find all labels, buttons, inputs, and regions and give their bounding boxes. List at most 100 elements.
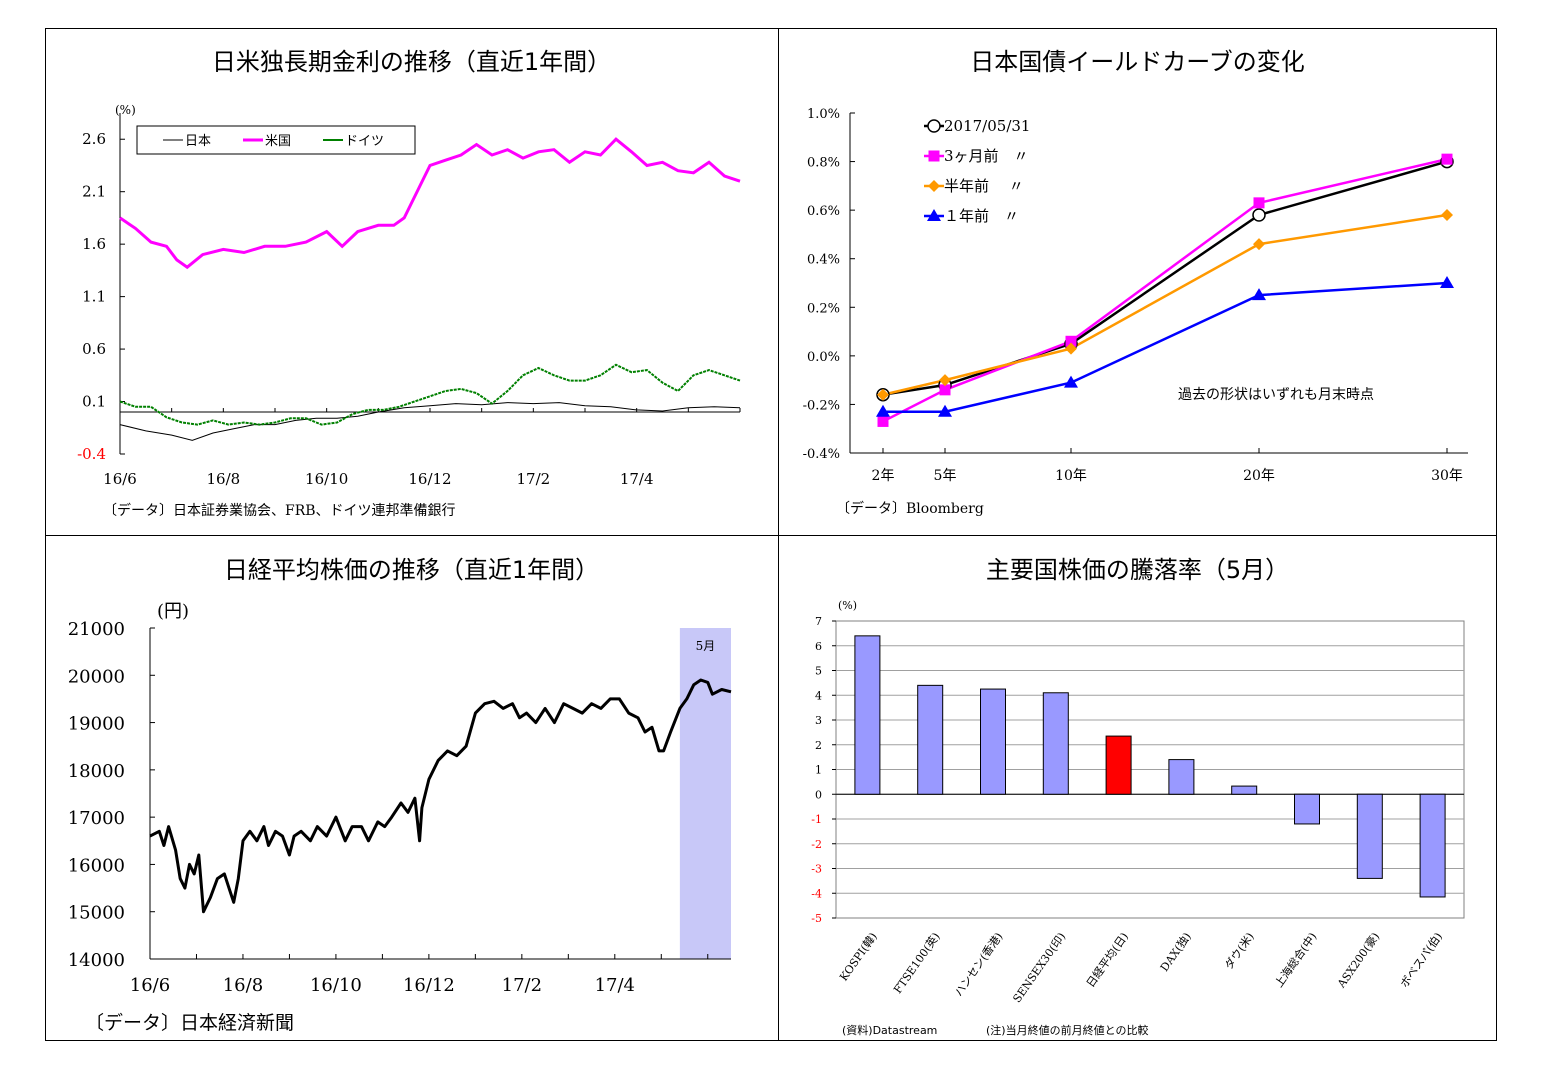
divider-horizontal xyxy=(46,535,1496,536)
rates-y-tick-label: 2.1 xyxy=(82,183,106,201)
rates-y-tick-label: -0.4 xyxy=(77,445,106,463)
rates-x-tick-label: 16/6 xyxy=(103,470,137,488)
yield-y-tick-label: -0.4% xyxy=(803,447,840,462)
nikkei-series-line xyxy=(149,678,732,914)
yield-point xyxy=(939,384,951,396)
rates-title: 日米独長期金利の推移（直近1年間） xyxy=(211,48,612,76)
nikkei-y-tick-label: 15000 xyxy=(68,903,125,924)
rates-y-tick-label: 0.1 xyxy=(82,393,106,411)
yield-series-line xyxy=(882,213,1448,396)
stock-y-tick-label: -5 xyxy=(811,912,822,925)
nikkei-y-tick-label: 14000 xyxy=(68,950,125,971)
rates-legend-box xyxy=(136,125,416,155)
rates-y-tick-label: 0.6 xyxy=(82,340,106,358)
yield-legend-label: １年前 〃 xyxy=(944,207,1019,225)
yield-y-tick-label: 1.0% xyxy=(807,107,840,122)
yield-point xyxy=(1440,276,1454,288)
stock-change-title: 主要国株価の騰落率（5月） xyxy=(985,556,1290,584)
stock-bar xyxy=(1105,735,1132,795)
stock-bar xyxy=(854,635,881,795)
nikkei-chart: 5月 14000 15000 16000 17000 18000 19000 20000 210… xyxy=(68,601,732,996)
rates-series-line xyxy=(119,402,741,441)
nikkei-y-tick-label: 19000 xyxy=(68,714,125,735)
rates-x-tick-label: 16/10 xyxy=(305,470,348,488)
yield-curve-source: 〔データ〕Bloomberg xyxy=(836,501,984,517)
nikkei-x-tick-label: 17/2 xyxy=(502,975,542,996)
nikkei-source: 〔データ〕日本経済新聞 xyxy=(85,1012,295,1034)
stock-x-category-label: KOSPI(韓) xyxy=(837,930,880,983)
yield-point xyxy=(1065,342,1077,355)
yield-point xyxy=(877,415,889,427)
stock-x-category-label: 上海総合(中) xyxy=(1272,930,1320,990)
yield-point xyxy=(1253,238,1265,251)
stock-change-panel: 主要国株価の騰落率（5月） -5 -4 -3 -2 -1 0 1 2 3 4 5 6 7 (%) KOSPI… xyxy=(778,534,1497,1041)
yield-y-tick-label: 0.6% xyxy=(807,204,840,219)
rates-legend-label: ドイツ xyxy=(345,134,384,149)
nikkei-x-tick-label: 16/6 xyxy=(130,975,170,996)
highlight-may-label: 5月 xyxy=(696,639,716,653)
stock-y-tick-label: 0 xyxy=(815,788,822,801)
yield-x-tick-label: 5年 xyxy=(934,468,957,484)
yield-curve-chart: -0.4% -0.2% 0.0% 0.2% 0.4% 0.6% 0.8% 1.0% 2年 5年 10… xyxy=(803,107,1468,484)
yield-legend-label: 2017/05/31 xyxy=(944,117,1030,135)
divider-vertical xyxy=(778,29,779,1040)
stock-x-category-label: ハンセン(香港) xyxy=(952,930,1005,999)
stock-y-tick-label: 5 xyxy=(815,665,822,678)
yield-point xyxy=(1253,197,1265,209)
yield-point xyxy=(938,404,952,417)
yield-point xyxy=(1064,375,1078,388)
stock-x-category-label: DAX(独) xyxy=(1158,930,1194,974)
yield-point xyxy=(876,404,890,417)
nikkei-y-tick-label: 16000 xyxy=(68,855,125,876)
stock-y-tick-label: 3 xyxy=(815,714,822,727)
yield-series-line xyxy=(882,157,1448,423)
yield-x-tick-label: 2年 xyxy=(872,468,895,484)
nikkei-x-tick-label: 16/8 xyxy=(223,975,263,996)
nikkei-panel: 日経平均株価の推移（直近1年間） 5月 14000 15000 16000 17000 1… xyxy=(45,534,778,1041)
yield-point xyxy=(1441,153,1453,165)
stock-bar xyxy=(1356,793,1383,879)
nikkei-y-tick-label: 21000 xyxy=(68,619,125,640)
stock-x-category-label: 日経平均(日) xyxy=(1084,930,1131,990)
highlight-may-band xyxy=(679,628,731,959)
stock-x-category-label: ボベスパ(伯) xyxy=(1397,930,1445,990)
yield-point xyxy=(928,150,940,162)
stock-x-category-label: ダウ(米) xyxy=(1221,930,1256,972)
rates-y-tick-label: 1.1 xyxy=(82,288,106,306)
stock-y-tick-label: 1 xyxy=(815,764,822,777)
stock-unit-label: (%) xyxy=(838,599,857,612)
rates-chart: -0.4 0.1 0.6 1.1 1.6 2.1 2.6 (%) 16/6 16/8 16/10 16… xyxy=(77,103,741,488)
yield-y-tick-label: 0.2% xyxy=(807,301,840,316)
stock-y-tick-label: 7 xyxy=(815,615,822,628)
yield-legend-label: 3ヶ月前 〃 xyxy=(944,147,1029,165)
rates-legend-label: 米国 xyxy=(265,134,291,149)
yield-note: 過去の形状はいずれも月末時点 xyxy=(1178,387,1374,403)
yield-point xyxy=(877,388,889,401)
yield-point xyxy=(1252,288,1266,301)
stock-y-tick-label: -2 xyxy=(811,838,822,851)
yield-y-tick-label: -0.2% xyxy=(803,398,840,413)
stock-y-tick-label: 4 xyxy=(815,689,822,702)
rates-x-tick-label: 17/2 xyxy=(516,470,550,488)
rates-series-line xyxy=(119,363,741,426)
stock-y-tick-label: -4 xyxy=(811,887,822,900)
yield-curve-panel: 日本国債イールドカーブの変化 -0.4% -0.2% 0.0% 0.2% 0.4% 0.6… xyxy=(778,28,1497,534)
stock-bar xyxy=(1231,785,1258,795)
stock-bar xyxy=(1168,759,1195,795)
nikkei-y-tick-label: 18000 xyxy=(68,761,125,782)
rates-x-tick-label: 16/8 xyxy=(206,470,240,488)
chart-grid xyxy=(45,28,1497,1041)
stock-bar xyxy=(917,684,944,795)
yield-series-line xyxy=(882,160,1448,396)
yield-legend-label: 半年前 〃 xyxy=(944,177,1024,195)
rates-unit-label: (%) xyxy=(115,103,136,117)
rates-source: 〔データ〕日本証券業協会、FRB、ドイツ連邦準備銀行 xyxy=(103,503,456,519)
yield-x-tick-label: 30年 xyxy=(1431,468,1463,484)
stock-y-tick-label: 2 xyxy=(815,739,822,752)
nikkei-title: 日経平均株価の推移（直近1年間） xyxy=(223,556,600,584)
yield-y-tick-label: 0.4% xyxy=(807,253,840,268)
stock-change-note: (注)当月終値の前月終値との比較 xyxy=(986,1024,1149,1037)
stock-bar xyxy=(1294,793,1320,825)
nikkei-x-tick-label: 17/4 xyxy=(595,975,635,996)
yield-point xyxy=(928,180,940,192)
